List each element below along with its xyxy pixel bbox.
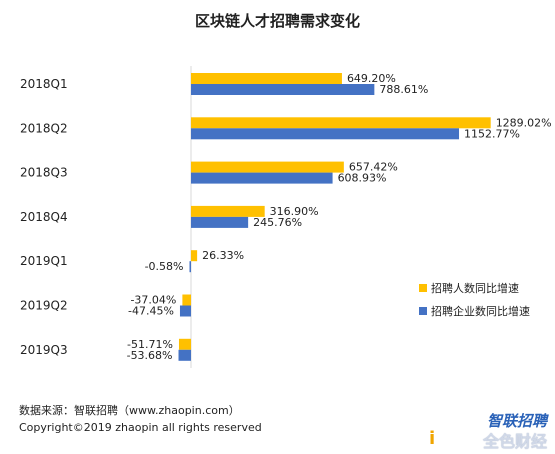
legend-swatch [419,307,427,315]
legend-swatch [419,284,427,292]
data-label: 1152.77% [464,127,520,140]
bar-companies [191,128,460,140]
watermark-brand: 智联招聘 [486,412,547,430]
bar-companies [191,84,375,95]
data-label: 657.42% [349,161,398,174]
category-label: 2018Q1 [20,77,68,91]
data-label: 608.93% [338,172,387,185]
chart-title: 区块链人才招聘需求变化 [194,12,360,30]
watermark-mark: i [429,428,436,449]
legend-label: 招聘人数同比增速 [431,281,519,295]
category-label: 2018Q3 [20,166,68,180]
watermark-logo: i 智联招聘 全色财经 [429,410,551,451]
category-label: 2019Q3 [20,343,68,357]
bar-recruits [191,161,344,173]
watermark-sub: 全色财经 [482,432,547,451]
bar-recruits [191,250,198,262]
category-label: 2018Q2 [20,121,68,135]
bar-recruits [191,117,491,129]
data-label: -47.45% [128,305,174,318]
data-source-note: 数据来源：智联招聘（www.zhaopin.com） [19,404,240,417]
bar-recruits [191,205,265,217]
bar-recruits [191,73,342,84]
category-label: 2019Q2 [20,299,68,313]
bar-companies [189,261,191,273]
data-label: -53.68% [127,349,173,362]
copyright-note: Copyright©2019 zhaopin all rights reserv… [19,421,262,434]
category-label: 2018Q4 [20,210,68,224]
data-label: 649.20% [347,72,396,85]
data-label: 1289.02% [496,116,552,129]
bar-companies [191,216,249,228]
bar-companies [191,172,333,184]
bar-companies [179,305,191,317]
data-label: 26.33% [202,249,244,262]
category-label: 2019Q1 [20,254,68,268]
bar-recruits [182,294,191,306]
data-label: 316.90% [270,205,319,218]
data-label: -51.71% [127,338,173,351]
data-label: 788.61% [379,83,428,96]
bar-recruits [178,338,191,350]
legend-label: 招聘企业数同比增速 [431,304,530,318]
data-label: -37.04% [130,294,176,307]
data-label: 245.76% [253,216,302,229]
data-label: -0.58% [145,260,184,273]
bar-companies [178,349,191,361]
